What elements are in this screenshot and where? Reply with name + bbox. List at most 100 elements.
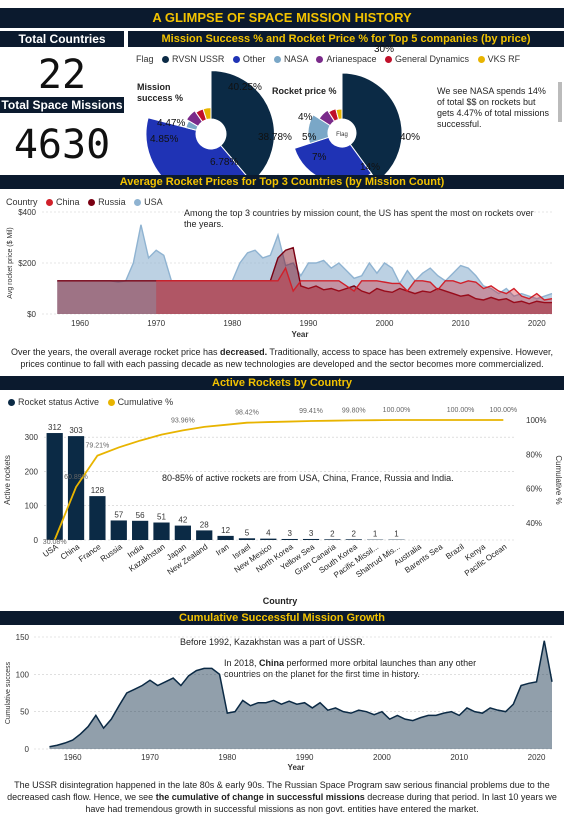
slice-label: 7%	[312, 152, 327, 163]
section4-title: Cumulative Successful Mission Growth	[0, 611, 564, 625]
y-tick-label: $200	[18, 259, 36, 268]
donut-slice	[185, 110, 204, 128]
x-tick-label: 2000	[373, 753, 391, 762]
dashboard-title: A GLIMPSE OF SPACE MISSION HISTORY	[0, 8, 564, 28]
legend-item: USA	[144, 197, 163, 207]
donut-hole	[329, 120, 355, 146]
y-tick-label: 0	[25, 745, 30, 754]
legend-item: Russia	[98, 197, 126, 207]
x-tick-label: 1980	[218, 753, 236, 762]
bar-label: 128	[91, 486, 105, 495]
slice-label: 40.25%	[228, 82, 262, 93]
legend-swatch	[162, 56, 170, 63]
donut-slice	[307, 114, 331, 145]
slice-label: 4.47%	[157, 118, 185, 129]
bar-label: 56	[136, 511, 145, 520]
area-russia	[57, 247, 553, 314]
growth-annotation-2: In 2018, China performed more orbital la…	[224, 658, 514, 680]
legend-item: General Dynamics	[395, 54, 470, 64]
legend-item: NASA	[283, 54, 308, 64]
category-label: Brazil	[444, 542, 466, 561]
bar-label: 2	[352, 529, 357, 538]
growth-annotation-2-bold: China	[259, 658, 285, 668]
bar	[260, 538, 277, 540]
bar-label: 42	[178, 516, 187, 525]
y-tick-label: 200	[25, 467, 39, 476]
growth-line	[49, 640, 553, 748]
cumulative-label: 100.00%	[383, 407, 411, 414]
legend-title: Flag	[136, 54, 154, 64]
slice-label: 6.78%	[210, 157, 238, 168]
active-annotation: 80-85% of active rockets are from USA, C…	[162, 473, 454, 483]
donut-slice	[293, 136, 373, 175]
legend-swatch	[316, 56, 324, 63]
slice-label: 38.78%	[258, 132, 292, 143]
legend-swatch	[385, 56, 393, 63]
bar-label: 312	[48, 423, 62, 432]
section1-title: Mission Success % and Rocket Price % for…	[128, 31, 564, 47]
growth-annotation-2-post: performed more orbital launches than any…	[224, 658, 477, 679]
donut-slice	[145, 117, 247, 175]
y-tick-label: $0	[27, 310, 36, 319]
x-tick-label: 1960	[64, 753, 82, 762]
bar-label: 2	[330, 529, 335, 538]
x-tick-label: 1990	[296, 753, 314, 762]
donut-hole	[197, 120, 225, 148]
bar-label: 5	[245, 528, 250, 537]
total-missions-label: Total Space Missions	[0, 97, 124, 113]
price-chart: $0 $200 $400 1960 1970 1980 1990 2000 2010 2020 Ye…	[7, 208, 553, 339]
legend-item: RVSN USSR	[172, 54, 225, 64]
scrollbar[interactable]	[558, 82, 562, 122]
legend-swatch	[88, 199, 96, 206]
legend-item: Rocket status Active	[18, 397, 100, 407]
legend-swatch	[46, 199, 54, 206]
bar-label: 303	[69, 426, 83, 435]
growth-caption: The USSR disintegration happened in the …	[4, 779, 560, 815]
active-rockets-chart: 0 100 200 300 40% 60% 80% 100% Active rockets Cum…	[3, 407, 563, 606]
cumulative-label: 60.89%	[64, 474, 88, 481]
donut-charts: 38.78% 40.25% 4.47% 6.78% 4.85% 40% 30% 14% 7% 5%…	[145, 44, 420, 175]
bar-label: 28	[200, 520, 209, 529]
growth-chart: 0 50 100 150 1960 1970 1980 1990 2000 2010 2020 Yea…	[5, 633, 553, 772]
donut1-label-line1: Mission	[137, 82, 171, 92]
slice-label: 5%	[302, 132, 317, 143]
bar	[153, 522, 170, 540]
price-caption: Over the years, the overall average rock…	[6, 346, 558, 370]
bar	[196, 530, 213, 540]
growth-caption-post: decrease during that period. In last 10 …	[85, 792, 557, 814]
y-axis-label: Cumulative success	[5, 661, 12, 724]
legend-item: Other	[242, 54, 266, 64]
y-tick-label: 0	[34, 536, 39, 545]
legend-swatch	[477, 56, 485, 63]
bar-label: 12	[221, 526, 230, 535]
bar	[238, 538, 256, 540]
donut1-label-line2: success %	[137, 93, 184, 103]
y-tick-label: 150	[16, 633, 30, 642]
category-label: Russia	[99, 542, 125, 564]
donut-note: We see NASA spends 14% of total $$ on ro…	[437, 86, 550, 129]
total-missions-value: 4630	[13, 122, 111, 168]
slice-label: 30%	[374, 44, 394, 55]
cumulative-label: 100.00%	[489, 407, 517, 414]
bar-label: 3	[309, 529, 314, 538]
x-tick-label: 2010	[452, 319, 470, 328]
donut-slice	[335, 108, 343, 121]
legend-item: VKS RF	[487, 54, 521, 64]
bar	[110, 520, 127, 540]
donut1-label: Mission success %	[137, 82, 183, 104]
x-tick-label: 1970	[141, 753, 159, 762]
donut-center-label: Flag	[336, 132, 348, 138]
donut-slice	[341, 72, 403, 175]
legend-item: Cumulative %	[117, 397, 174, 407]
x-tick-label: 2020	[528, 319, 546, 328]
y-tick-label: 100	[16, 670, 30, 679]
legend-swatch	[8, 399, 15, 406]
section2-title: Average Rocket Prices for Top 3 Countrie…	[0, 175, 564, 189]
y-axis-label: Avg rocket price ($ Mil)	[7, 227, 14, 298]
price-caption-bold: decreased.	[220, 347, 268, 357]
bar	[217, 535, 234, 540]
cumulative-label: 93.96%	[171, 417, 195, 424]
cumulative-label: 79.21%	[86, 443, 110, 450]
bar	[46, 433, 63, 540]
bar-label: 57	[114, 510, 123, 519]
